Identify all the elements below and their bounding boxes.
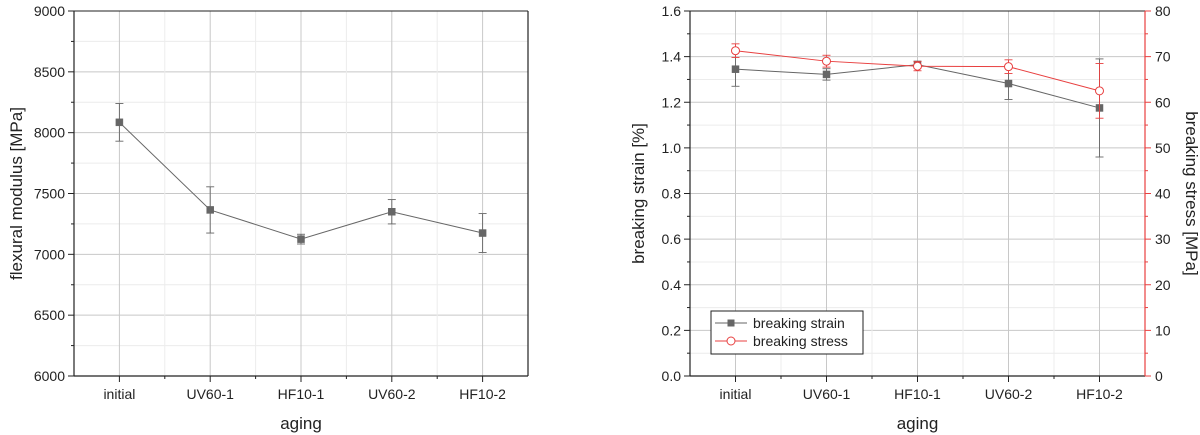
x-tick-label: HF10-2	[1076, 386, 1123, 402]
y-tick-label: 1.6	[662, 3, 682, 19]
y-tick-label: 1.2	[662, 94, 682, 110]
series-breaking-stress	[731, 43, 1104, 119]
legend-box	[710, 310, 864, 355]
y2-tick-label: 20	[1155, 277, 1171, 293]
x-tick-label: initial	[720, 386, 752, 402]
legend: breaking strain breaking stress	[710, 310, 864, 355]
data-point	[822, 70, 831, 79]
y2-tick-label: 70	[1155, 49, 1171, 65]
data-point	[206, 206, 214, 214]
x-tick-label: HF10-1	[894, 386, 941, 402]
y-tick-label: 8500	[34, 64, 65, 80]
y2-tick-label: 30	[1155, 231, 1171, 247]
y2-tick-label: 80	[1155, 3, 1171, 19]
y-tick-label: 0.8	[662, 186, 682, 202]
y-tick-label: 7500	[34, 186, 65, 202]
data-point	[913, 61, 922, 71]
legend-marker	[726, 336, 736, 346]
data-point	[297, 235, 305, 243]
legend-label: breaking strain	[753, 315, 845, 331]
y-tick-label: 8000	[34, 125, 65, 141]
series-flexural-modulus	[115, 103, 487, 253]
y2-tick-label: 60	[1155, 94, 1171, 110]
x-tick-label: HF10-1	[278, 386, 325, 402]
y2-tick-label: 40	[1155, 186, 1171, 202]
x-tick-label: UV60-1	[803, 386, 851, 402]
data-point	[1095, 86, 1104, 96]
y-tick-label: 0.4	[662, 277, 682, 293]
y-tick-label: 9000	[34, 3, 65, 19]
y-tick-label: 6500	[34, 307, 65, 323]
legend-marker	[727, 319, 735, 327]
legend-label: breaking stress	[753, 333, 848, 349]
y-tick-label: 6000	[34, 368, 65, 384]
x-axis-title: aging	[897, 414, 939, 433]
y-tick-label: 0.0	[662, 368, 682, 384]
x-tick-label: UV60-2	[368, 386, 416, 402]
y-tick-label: 7000	[34, 246, 65, 262]
y2-axis-title: breaking stress [MPa]	[1182, 111, 1200, 275]
y2-tick-label: 0	[1155, 368, 1163, 384]
y2-tick-label: 10	[1155, 322, 1171, 338]
x-tick-label: UV60-1	[186, 386, 234, 402]
data-point	[731, 65, 740, 73]
data-point	[731, 46, 740, 56]
x-axis-title: aging	[280, 414, 322, 433]
data-point	[1004, 62, 1013, 72]
y-tick-label: 1.0	[662, 140, 682, 156]
chart-flexural-modulus: 6000 6500 7000 7500 8000 8500 9000 initial UV60-…	[7, 3, 529, 433]
x-tick-label: initial	[103, 386, 135, 402]
y-axis-title: flexural modulus [MPa]	[7, 107, 26, 280]
data-point	[388, 208, 396, 216]
data-point	[822, 56, 831, 66]
data-point	[478, 229, 487, 237]
y-tick-label: 0.2	[662, 322, 682, 338]
data-point	[115, 118, 124, 127]
y-axis-title: breaking strain [%]	[629, 123, 648, 264]
chart-breaking-strain-stress: 0.0 0.2 0.4 0.6 0.8 1.0 1.2 1.4 1.6 0 10 20 30 40 50 60…	[629, 3, 1200, 433]
data-point	[1004, 79, 1013, 88]
y-tick-label: 0.6	[662, 231, 682, 247]
y-tick-label: 1.4	[662, 49, 682, 65]
y2-tick-label: 50	[1155, 140, 1171, 156]
x-tick-label: HF10-2	[459, 386, 506, 402]
x-tick-label: UV60-2	[985, 386, 1033, 402]
